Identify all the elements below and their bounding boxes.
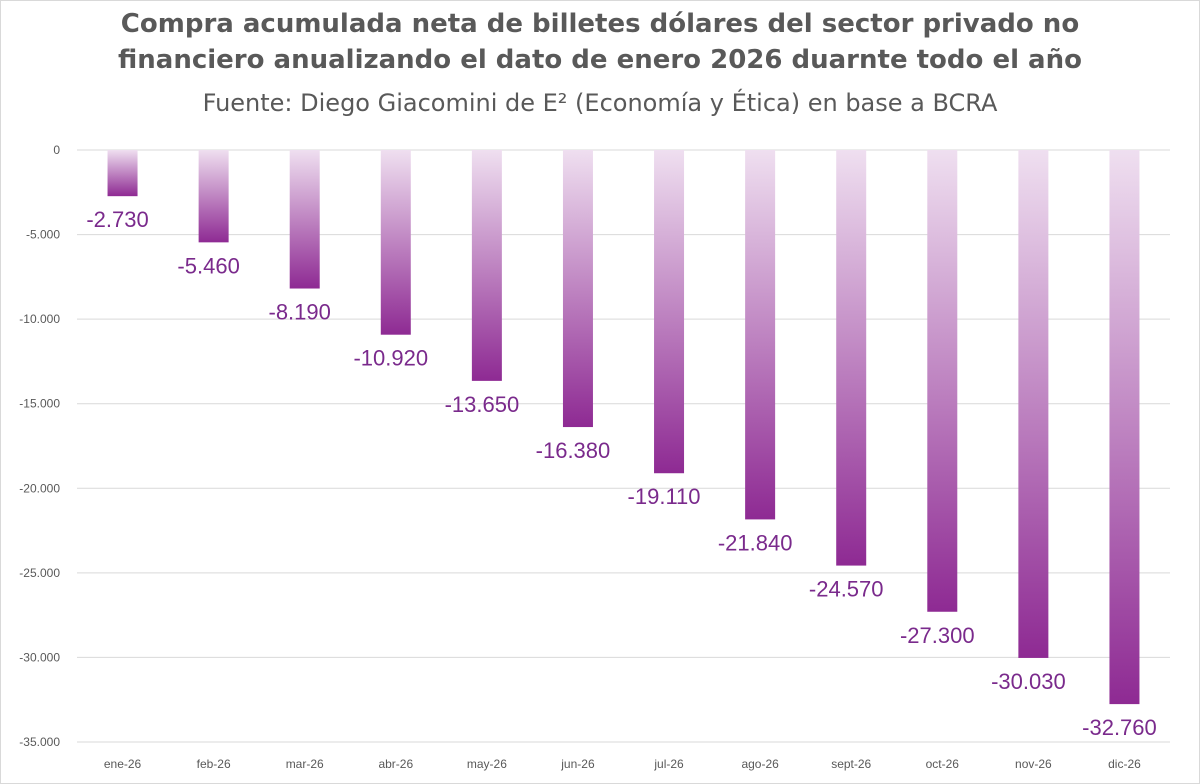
chart-title-line-1: Compra acumulada neta de billetes dólare… xyxy=(120,9,1080,39)
bar-oct-26 xyxy=(927,150,958,612)
chart-title: Compra acumulada neta de billetes dólare… xyxy=(0,6,1200,78)
x-tick-label-nov-26: nov-26 xyxy=(1015,757,1052,771)
bar-sept-26 xyxy=(836,150,867,566)
y-tick-label: -20.000 xyxy=(19,481,60,495)
chart-title-line-2: financiero anualizando el dato de enero … xyxy=(118,45,1082,75)
x-tick-label-feb-26: feb-26 xyxy=(197,757,231,771)
data-label-sept-26: -24.570 xyxy=(809,577,884,602)
data-label-dic-26: -32.760 xyxy=(1082,715,1157,740)
data-label-may-26: -13.650 xyxy=(445,392,520,417)
x-tick-label-mar-26: mar-26 xyxy=(286,757,324,771)
data-labels: -2.730-5.460-8.190-10.920-13.650-16.380-… xyxy=(86,207,1156,740)
bar-jun-26 xyxy=(562,150,593,428)
bar-ene-26 xyxy=(107,150,138,197)
y-tick-label: -10.000 xyxy=(19,312,60,326)
data-label-feb-26: -5.460 xyxy=(177,253,239,278)
data-label-nov-26: -30.030 xyxy=(991,669,1066,694)
data-label-jul-26: -19.110 xyxy=(628,484,701,509)
bar-mar-26 xyxy=(289,150,320,289)
data-label-abr-26: -10.920 xyxy=(353,346,428,371)
data-label-oct-26: -27.300 xyxy=(900,623,975,648)
x-tick-label-sept-26: sept-26 xyxy=(831,757,871,771)
x-tick-label-jul-26: jul-26 xyxy=(653,757,684,771)
y-tick-label: -25.000 xyxy=(19,566,60,580)
bar-jul-26 xyxy=(654,150,685,474)
data-label-ago-26: -21.840 xyxy=(718,530,793,555)
bar-feb-26 xyxy=(198,150,229,243)
y-tick-label: 0 xyxy=(53,143,60,157)
bars xyxy=(107,150,1140,705)
x-tick-label-oct-26: oct-26 xyxy=(926,757,960,771)
x-tick-label-jun-26: jun-26 xyxy=(560,757,595,771)
y-tick-label: -15.000 xyxy=(19,397,60,411)
y-tick-label: -5.000 xyxy=(26,228,60,242)
x-tick-label-ago-26: ago-26 xyxy=(741,757,779,771)
data-label-ene-26: -2.730 xyxy=(86,207,148,232)
bar-dic-26 xyxy=(1109,150,1140,705)
bar-ago-26 xyxy=(745,150,776,520)
data-label-jun-26: -16.380 xyxy=(536,438,611,463)
data-label-mar-26: -8.190 xyxy=(269,300,331,325)
chart-subtitle: Fuente: Diego Giacomini de E² (Economía … xyxy=(202,89,998,117)
x-axis-ticks: ene-26 feb-26 mar-26 abr-26 may-26 jun-26 jul-… xyxy=(104,757,1141,771)
x-tick-label-abr-26: abr-26 xyxy=(378,757,413,771)
gridlines xyxy=(77,149,1170,743)
y-axis-ticks: 0 -5.000 -10.000 -15.000 -20.000 -25.000 -30.0… xyxy=(19,143,60,749)
bar-nov-26 xyxy=(1018,150,1049,658)
y-tick-label: -35.000 xyxy=(19,735,60,749)
bar-may-26 xyxy=(471,150,502,381)
x-tick-label-dic-26: dic-26 xyxy=(1108,757,1141,771)
x-tick-label-may-26: may-26 xyxy=(467,757,507,771)
y-tick-label: -30.000 xyxy=(19,650,60,664)
x-tick-label-ene-26: ene-26 xyxy=(104,757,142,771)
bar-abr-26 xyxy=(380,150,411,335)
